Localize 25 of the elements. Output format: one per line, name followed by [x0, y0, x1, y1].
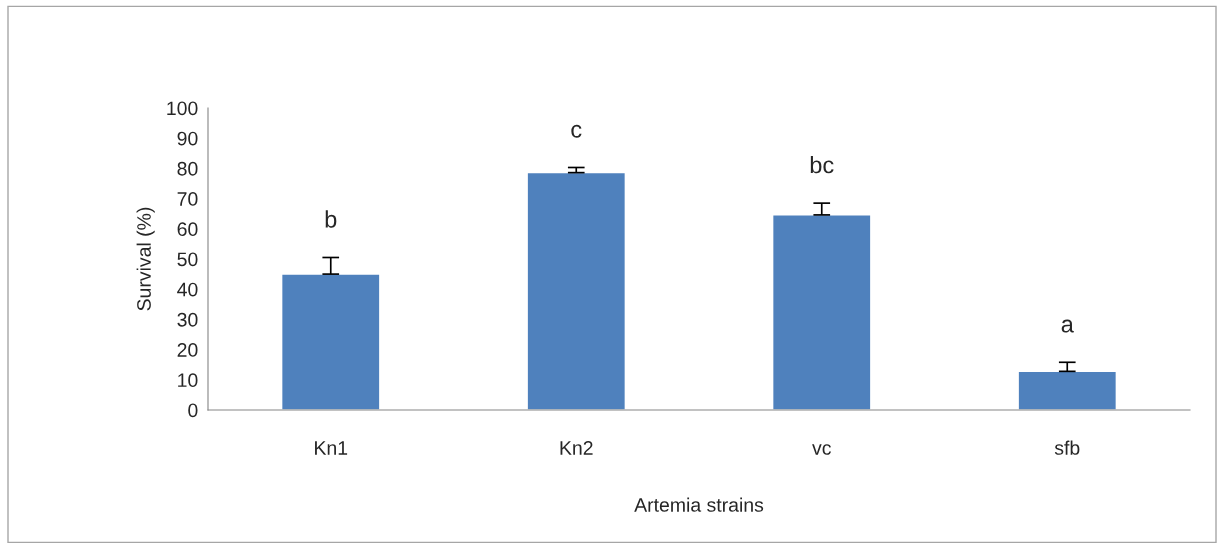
y-tick-label: 10: [178, 373, 198, 388]
bar: [1017, 370, 1118, 410]
y-tick-label: 20: [177, 343, 198, 357]
annotation: b: [325, 210, 337, 228]
y-tick-label: 100: [167, 101, 198, 116]
x-axis-title: Artemia strains: [634, 497, 764, 512]
y-tick-label: 70: [177, 192, 198, 206]
annotation: bc: [810, 156, 834, 174]
x-tick-label: Kn1: [315, 441, 348, 455]
y-tick-label: 50: [177, 252, 198, 267]
y-tick-label: 40: [177, 282, 198, 297]
y-tick-label: 80: [177, 161, 198, 176]
y-tick-label: 60: [177, 222, 198, 237]
x-tick-label: sfb: [1054, 440, 1080, 455]
bar: [771, 214, 872, 410]
bar: [526, 171, 627, 410]
y-tick-label: 0: [188, 403, 198, 418]
bar: [280, 273, 381, 410]
annotation: c: [571, 124, 582, 138]
y-tick-label: 30: [177, 312, 198, 327]
y-tick-label: 90: [177, 131, 198, 146]
annotation: a: [1061, 319, 1074, 333]
x-tick-label: Kn2: [560, 441, 593, 455]
x-tick-label: vc: [812, 444, 831, 455]
y-axis-title: Survival (%): [136, 207, 155, 311]
